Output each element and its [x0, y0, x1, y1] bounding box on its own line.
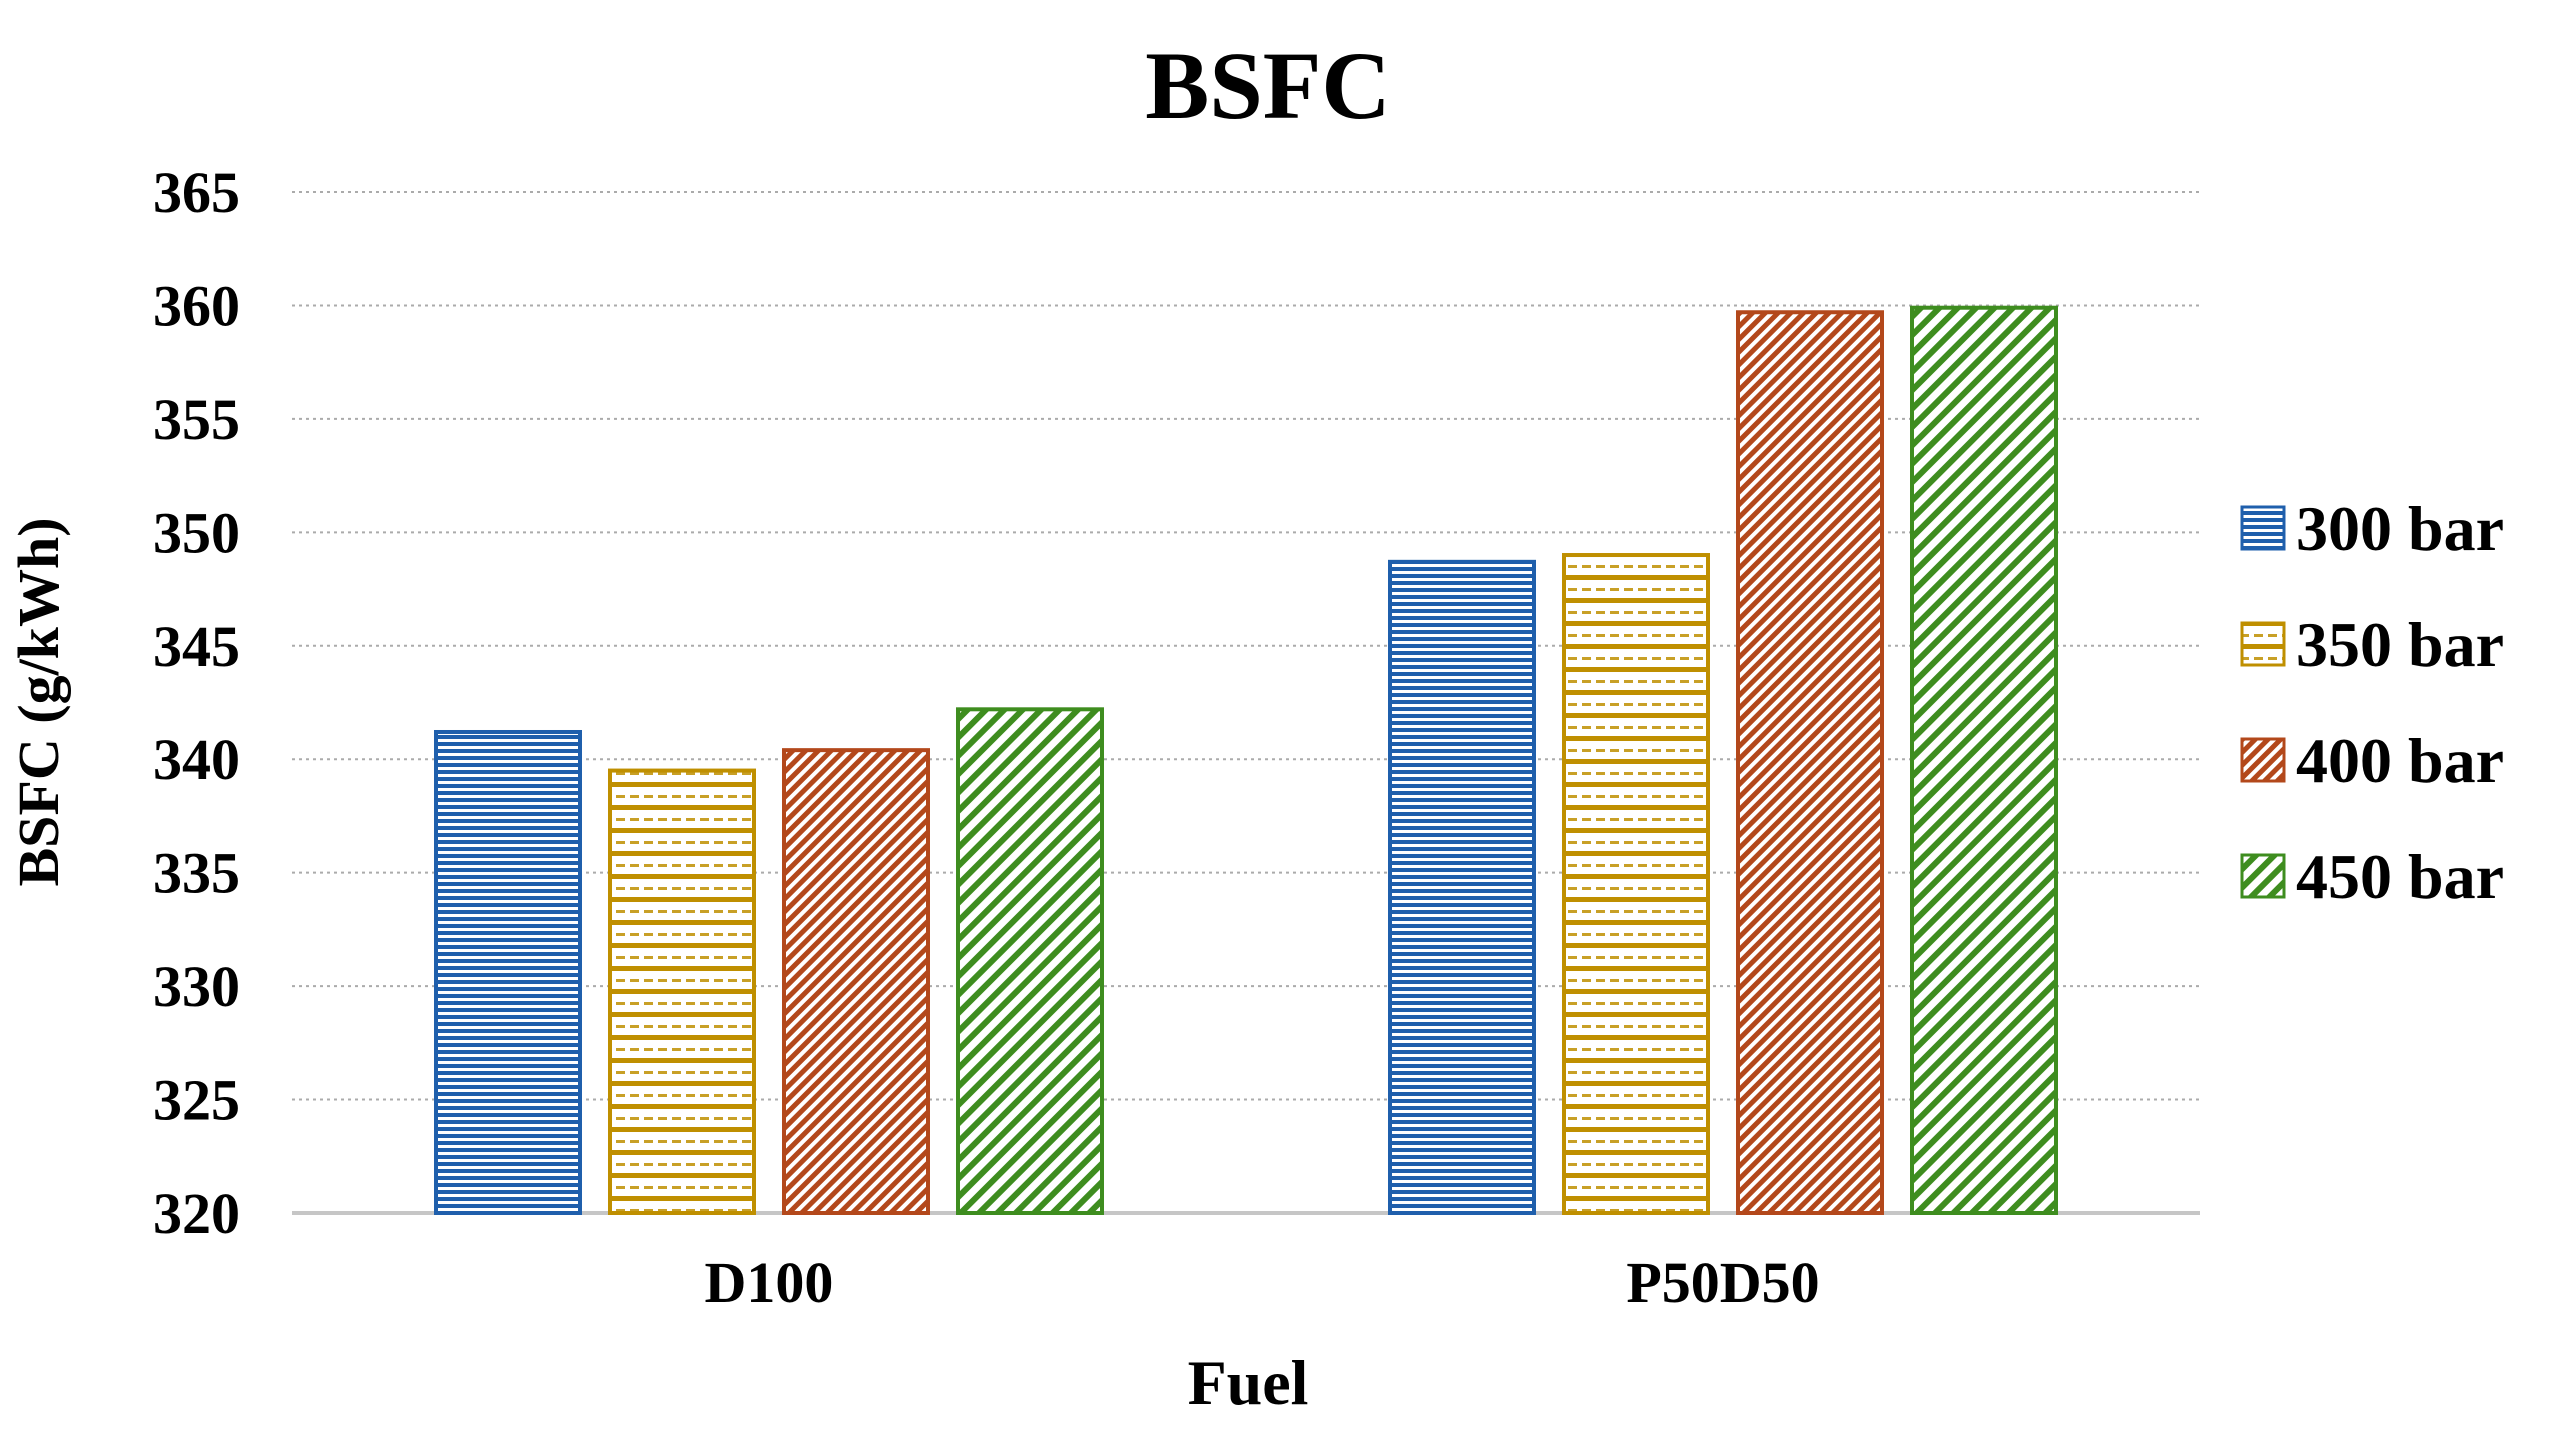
legend-item-350-bar: 350 bar — [2240, 609, 2504, 680]
legend-label-400-bar: 400 bar — [2296, 725, 2504, 796]
legend-swatch-400-bar — [2240, 737, 2286, 783]
y-tick-label-350: 350 — [153, 500, 240, 565]
y-tick-label-325: 325 — [153, 1068, 240, 1133]
bar-p50d50-450-bar — [1910, 305, 2058, 1216]
y-tick-label-330: 330 — [153, 954, 240, 1019]
legend-item-300-bar: 300 bar — [2240, 493, 2504, 564]
bar-p50d50-350-bar — [1562, 553, 1710, 1215]
bar-d100-300-bar — [434, 729, 582, 1215]
y-tick-label-320: 320 — [153, 1181, 240, 1246]
legend-item-450-bar: 450 bar — [2240, 841, 2504, 912]
y-tick-label-340: 340 — [153, 727, 240, 792]
x-axis-title: Fuel — [1188, 1347, 1309, 1418]
y-axis-title: BSFC (g/kWh) — [6, 517, 71, 886]
y-axis-tick-labels: 320 325 330 335 340 345 350 355 360 365 — [153, 160, 240, 1246]
bar-p50d50-300-bar — [1388, 559, 1536, 1215]
legend-label-300-bar: 300 bar — [2296, 493, 2504, 564]
category-label-d100: D100 — [705, 1250, 834, 1315]
legend-swatch-450-bar — [2240, 853, 2286, 899]
chart-title: BSFC — [1145, 32, 1390, 139]
y-tick-label-360: 360 — [153, 273, 240, 338]
bar-d100-450-bar — [956, 707, 1104, 1215]
y-tick-label-365: 365 — [153, 160, 240, 225]
bar-d100-400-bar — [782, 748, 930, 1215]
legend-swatch-350-bar — [2240, 621, 2286, 667]
bar-d100-350-bar — [608, 768, 756, 1215]
legend-label-350-bar: 350 bar — [2296, 609, 2504, 680]
y-tick-label-335: 335 — [153, 841, 240, 906]
legend-swatch-300-bar — [2240, 505, 2286, 551]
legend-item-400-bar: 400 bar — [2240, 725, 2504, 796]
y-tick-label-355: 355 — [153, 387, 240, 452]
bar-p50d50-400-bar — [1736, 310, 1884, 1215]
legend: 300 bar 350 bar 400 bar 450 bar — [2240, 493, 2504, 912]
category-label-p50d50: P50D50 — [1626, 1250, 1819, 1315]
x-axis-category-labels: D100 P50D50 — [705, 1250, 1820, 1315]
bars-group — [434, 305, 2058, 1216]
y-tick-label-345: 345 — [153, 614, 240, 679]
legend-label-450-bar: 450 bar — [2296, 841, 2504, 912]
